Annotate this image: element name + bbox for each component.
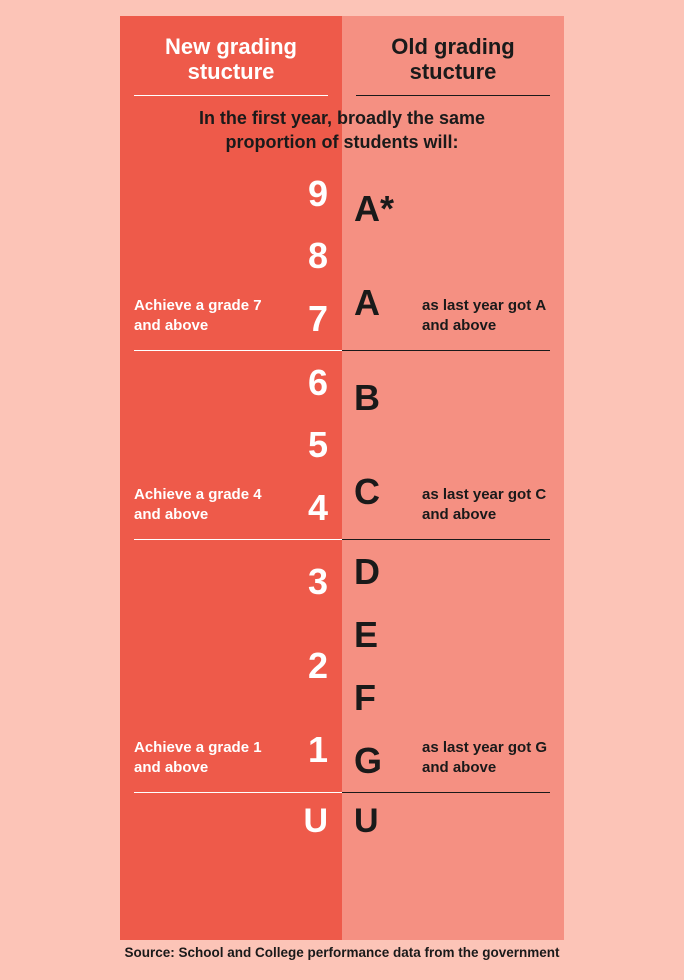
chart-content: New grading stucture Old grading stuctur… <box>120 16 564 940</box>
band2-old-grades: B C <box>354 351 410 539</box>
band-1-and-above: Achieve a grade 1 and above 3 2 1 D E F … <box>120 540 564 792</box>
grade-c: C <box>354 471 410 513</box>
grade-7: 7 <box>290 298 328 340</box>
band1-desc: Achieve a grade 7 and above <box>120 296 290 351</box>
header-old-grading: Old grading stucture <box>342 30 564 95</box>
band4-old-grades: U <box>354 793 410 849</box>
grade-b: B <box>354 377 410 419</box>
grade-9: 9 <box>290 173 328 215</box>
subheading: In the first year, broadly the same prop… <box>120 96 564 163</box>
header-new-grading: New grading stucture <box>120 30 342 95</box>
grade-u-new: U <box>290 802 328 841</box>
band-4-and-above: Achieve a grade 4 and above 6 5 4 B C as… <box>120 351 564 539</box>
grade-e: E <box>354 614 410 656</box>
band2-desc: Achieve a grade 4 and above <box>120 485 290 540</box>
grade-a: A <box>354 282 410 324</box>
header-row: New grading stucture Old grading stuctur… <box>120 16 564 95</box>
grade-8: 8 <box>290 235 328 277</box>
grade-6: 6 <box>290 362 328 404</box>
band1-note: as last year got A and above <box>410 296 564 351</box>
grade-5: 5 <box>290 424 328 466</box>
band2-note: as last year got C and above <box>410 485 564 540</box>
grade-a-star: A* <box>354 188 410 230</box>
grade-4: 4 <box>290 487 328 529</box>
grade-3: 3 <box>290 561 328 603</box>
grade-f: F <box>354 677 410 719</box>
band4-note <box>410 835 564 849</box>
band4-new-grades: U <box>290 793 334 849</box>
band3-new-grades: 3 2 1 <box>290 540 334 792</box>
grading-chart: New grading stucture Old grading stuctur… <box>120 16 564 940</box>
source-line: Source: School and College performance d… <box>0 945 684 960</box>
band4-desc <box>120 835 290 849</box>
grade-d: D <box>354 551 410 593</box>
band2-new-grades: 6 5 4 <box>290 351 334 539</box>
band3-note: as last year got G and above <box>410 738 564 793</box>
grade-2: 2 <box>290 645 328 687</box>
band1-old-grades: A* A <box>354 162 410 350</box>
band1-new-grades: 9 8 7 <box>290 162 334 350</box>
band-u: U U <box>120 793 564 849</box>
band-7-and-above: Achieve a grade 7 and above 9 8 7 A* A a… <box>120 162 564 350</box>
grade-1: 1 <box>290 729 328 771</box>
page: New grading stucture Old grading stuctur… <box>0 0 684 980</box>
band3-desc: Achieve a grade 1 and above <box>120 738 290 793</box>
grade-g: G <box>354 740 410 782</box>
grade-u-old: U <box>354 802 410 841</box>
band3-old-grades: D E F G <box>354 540 410 792</box>
